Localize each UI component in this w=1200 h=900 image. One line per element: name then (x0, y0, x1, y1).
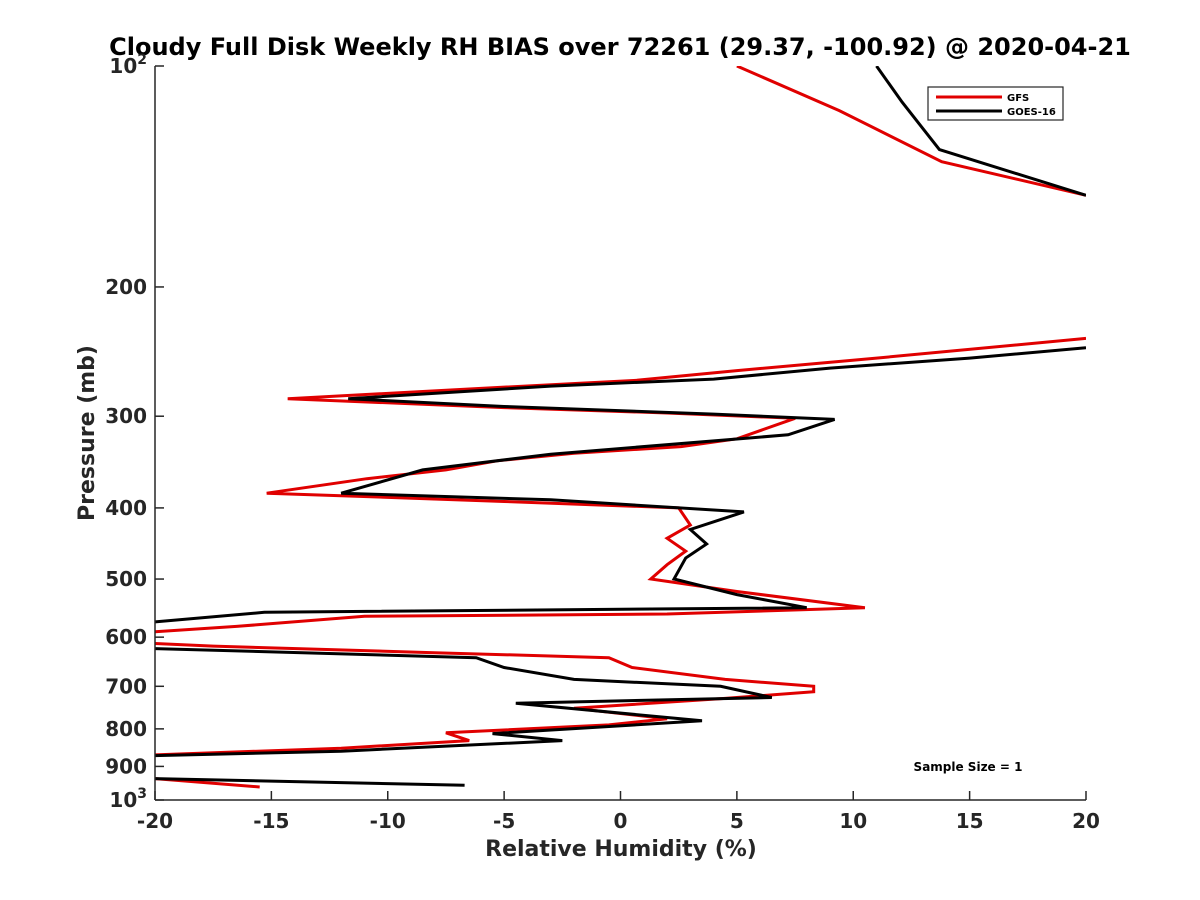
series-line-goes-16-segment-3 (155, 647, 773, 758)
y-axis-label: Pressure (mb) (75, 345, 100, 521)
y-tick-label: 200 (105, 275, 147, 299)
sample-size-annotation: Sample Size = 1 (914, 760, 1023, 774)
x-tick-label: -20 (137, 809, 173, 833)
legend-box (927, 86, 1064, 121)
y-tick-label: 300 (105, 404, 147, 428)
x-tick-label: -5 (493, 809, 515, 833)
series-line-gfs-segment-3 (155, 642, 816, 757)
series-line-gfs-segment-2 (155, 336, 1086, 634)
axes: -20 -15 -10 -5 0 5 10 15 20 102 200 300 400 500 600 700… (105, 52, 1100, 833)
x-tick-label: -10 (370, 809, 406, 833)
legend-label: GFS (1007, 93, 1029, 104)
x-tick-label: 0 (614, 809, 628, 833)
legend: GFS GOES-16 (927, 86, 1064, 121)
x-tick-label: 10 (839, 809, 867, 833)
y-tick-label: 500 (105, 567, 147, 591)
series-line-gfs-segment-1 (736, 66, 1086, 197)
x-axis-label: Relative Humidity (%) (485, 837, 757, 862)
y-tick-label: 600 (105, 625, 147, 649)
series-line-goes-16-segment-1 (875, 66, 1086, 197)
chart-title: Cloudy Full Disk Weekly RH BIAS over 722… (109, 33, 1131, 61)
y-tick-label: 900 (105, 754, 147, 778)
y-tick-label: 103 (109, 786, 147, 812)
y-tick-label: 700 (105, 674, 147, 698)
y-tick-label: 800 (105, 717, 147, 741)
x-tick-label: 5 (730, 809, 744, 833)
legend-label: GOES-16 (1007, 107, 1056, 118)
series-line-goes-16-segment-4 (155, 777, 465, 787)
plot-area (155, 66, 1086, 789)
series-line-goes-16-segment-2 (155, 346, 1086, 624)
y-tick-label: 102 (109, 52, 147, 78)
x-tick-label: 15 (956, 809, 984, 833)
x-tick-label: 20 (1072, 809, 1100, 833)
y-tick-label: 400 (105, 496, 147, 520)
x-tick-label: -15 (253, 809, 289, 833)
